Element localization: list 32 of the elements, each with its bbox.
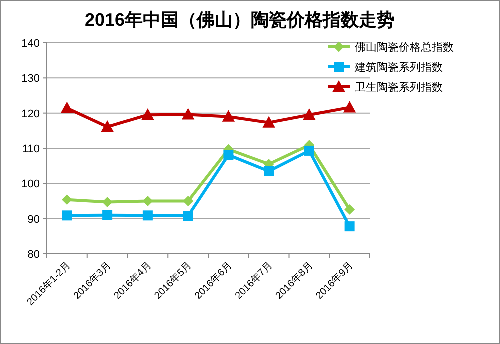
y-tick-label: 100 xyxy=(22,178,40,191)
point xyxy=(61,102,74,114)
chart-title: 2016年中国（佛山）陶瓷价格指数走势 xyxy=(84,10,396,30)
point xyxy=(183,211,194,222)
legend-label: 建筑陶瓷系列指数 xyxy=(354,61,443,74)
point xyxy=(142,210,153,221)
legend-label: 卫生陶瓷系列指数 xyxy=(355,81,443,94)
point xyxy=(303,109,316,120)
point xyxy=(224,150,234,160)
point xyxy=(102,210,113,220)
point xyxy=(344,204,355,215)
y-tick-label: 140 xyxy=(22,38,40,50)
y-tick-label: 120 xyxy=(22,108,40,120)
legend-label: 佛山陶瓷价格总指数 xyxy=(355,41,454,54)
y-tick-label: 80 xyxy=(28,249,40,261)
point xyxy=(62,210,72,221)
point xyxy=(102,197,113,208)
y-tick-label: 90 xyxy=(28,214,40,226)
point xyxy=(142,109,154,120)
point xyxy=(142,196,153,206)
point xyxy=(344,102,356,113)
point xyxy=(263,116,276,128)
point xyxy=(344,222,355,232)
point xyxy=(183,196,194,206)
point xyxy=(182,108,194,120)
point xyxy=(264,166,274,176)
point xyxy=(62,194,72,205)
point xyxy=(222,110,235,122)
y-tick-label: 130 xyxy=(22,73,40,86)
point xyxy=(102,121,114,132)
y-tick-label: 110 xyxy=(22,144,40,156)
point xyxy=(304,146,314,156)
